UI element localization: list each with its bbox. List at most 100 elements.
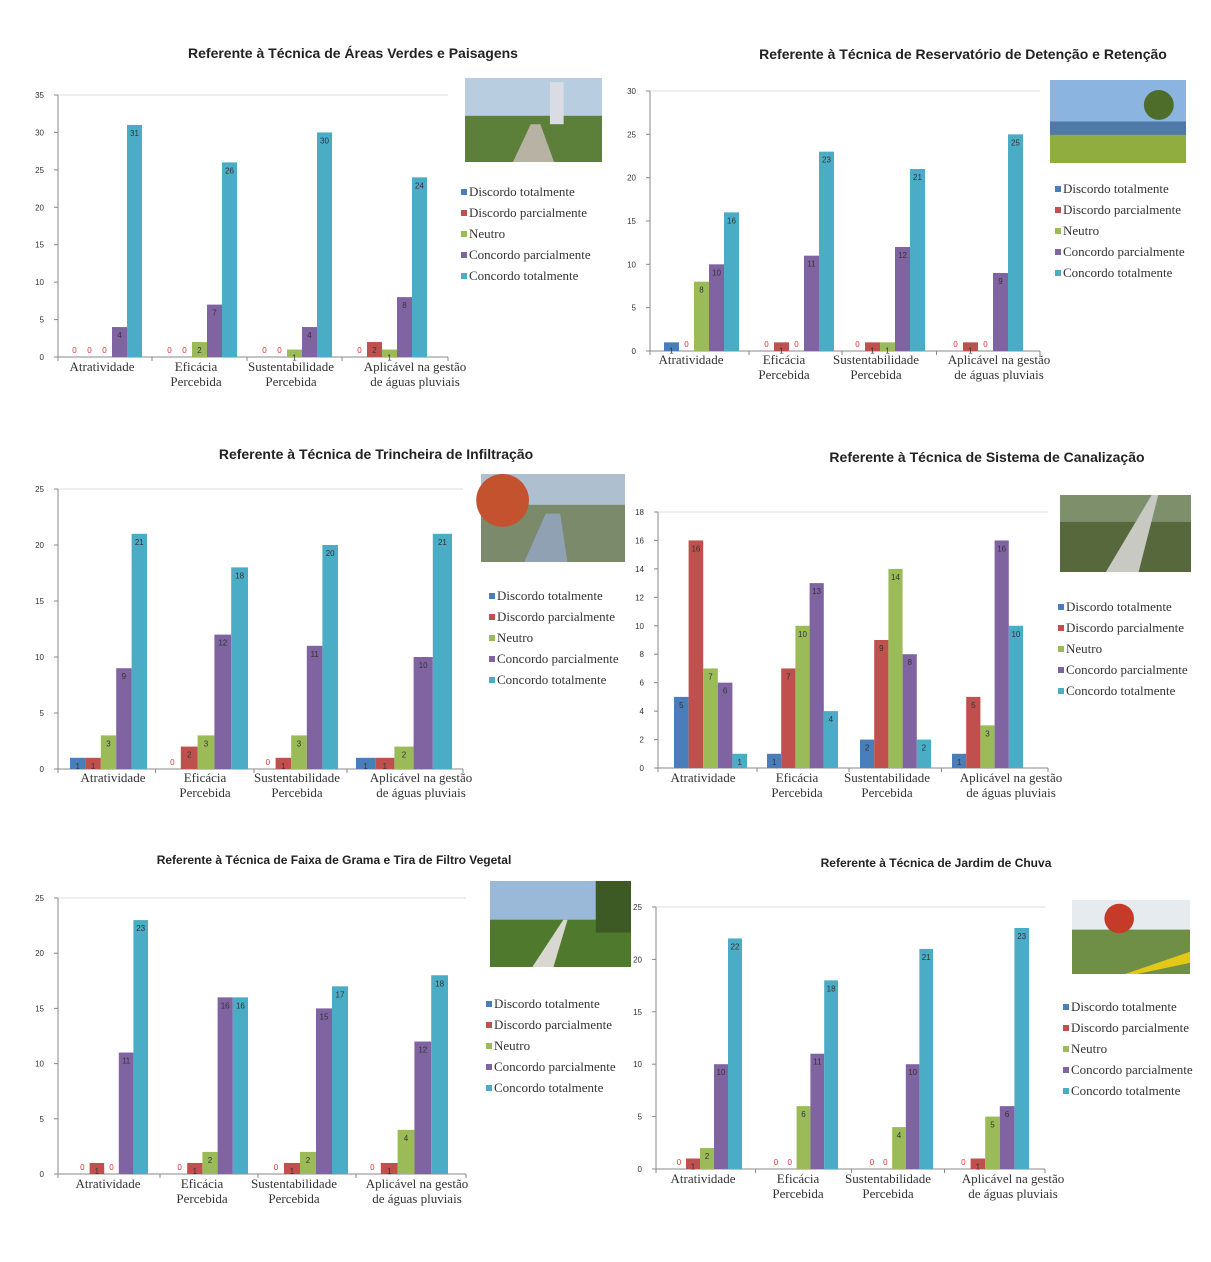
legend-label: Discordo totalmente [469, 184, 575, 199]
y-tick-label: 10 [635, 622, 644, 631]
legend-swatch [1058, 604, 1064, 610]
y-tick-label: 15 [35, 1004, 44, 1013]
legend-label: Neutro [1063, 223, 1099, 238]
data-label: 22 [731, 942, 740, 951]
data-label: 7 [786, 672, 791, 681]
bar [100, 735, 117, 769]
legend-label: Concordo totalmente [1071, 1083, 1181, 1098]
legend-label: Concordo totalmente [469, 268, 579, 283]
bar [380, 1162, 398, 1174]
category-label: Eficácia [184, 770, 227, 785]
data-label: 16 [727, 216, 736, 225]
y-tick-label: 10 [627, 260, 636, 269]
data-label: 23 [1017, 932, 1026, 941]
bar [306, 645, 323, 769]
data-label: 1 [290, 1167, 295, 1176]
data-label: 0 [357, 346, 362, 355]
bar [112, 327, 127, 357]
y-tick-label: 5 [638, 1113, 643, 1122]
legend-swatch [489, 635, 495, 641]
category-label: Eficácia [776, 770, 819, 785]
data-label: 1 [75, 762, 80, 771]
bar [70, 757, 86, 769]
data-label: 3 [106, 739, 111, 748]
data-label: 1 [383, 762, 388, 771]
bar [985, 1116, 1000, 1169]
bar [674, 696, 689, 768]
bar [133, 920, 148, 1174]
data-label: 3 [204, 739, 209, 748]
bar [717, 682, 733, 768]
data-label: 8 [402, 301, 407, 310]
data-label: 2 [865, 744, 870, 753]
category-label: Sustentabilidade [844, 770, 930, 785]
data-label: 8 [907, 658, 912, 667]
legend-label: Neutro [494, 1038, 530, 1053]
data-label: 12 [218, 639, 227, 648]
y-tick-label: 15 [627, 217, 636, 226]
data-label: 2 [187, 751, 192, 760]
y-tick-label: 25 [35, 166, 44, 175]
bar [966, 696, 981, 768]
bar [823, 711, 838, 768]
drainage-channel-photo [1060, 495, 1191, 572]
photo-trees [595, 881, 631, 933]
category-label: Atratividade [76, 1176, 141, 1191]
data-label: 11 [807, 260, 816, 269]
data-label: 2 [705, 1152, 710, 1161]
category-label: Atratividade [70, 359, 135, 374]
bar [332, 986, 348, 1174]
data-label: 9 [998, 277, 1003, 286]
data-label: 10 [712, 268, 721, 277]
rain-garden-photo [1072, 900, 1190, 974]
photo-autumn-tree [476, 474, 529, 527]
data-label: 4 [404, 1134, 409, 1143]
bar [874, 640, 889, 768]
data-label: 16 [997, 544, 1006, 553]
y-tick-label: 8 [640, 650, 645, 659]
data-label: 31 [130, 129, 139, 138]
bar [131, 533, 147, 769]
data-label: 0 [80, 1163, 85, 1172]
legend-swatch [461, 189, 467, 195]
legend-swatch [489, 677, 495, 683]
data-label: 30 [320, 136, 329, 145]
y-tick-label: 25 [633, 903, 642, 912]
bar [709, 264, 724, 351]
bar [774, 342, 789, 351]
category-label: Aplicável na gestão [366, 1176, 469, 1191]
chart-panel: Referente à Técnica de Jardim de Chuva 0 5… [633, 856, 1193, 1201]
bar [952, 753, 967, 768]
data-label: 11 [122, 1057, 131, 1066]
legend-label: Discordo totalmente [494, 996, 600, 1011]
data-label: 2 [402, 751, 407, 760]
legend-swatch [1063, 1004, 1069, 1010]
bar [317, 132, 332, 357]
data-label: 18 [235, 571, 244, 580]
chart-panel: Referente à Técnica de Sistema de Canali… [635, 449, 1191, 800]
data-label: 13 [812, 587, 821, 596]
bar [85, 757, 101, 769]
chart-title: Referente à Técnica de Áreas Verdes e Pa… [188, 45, 518, 61]
data-label: 23 [136, 924, 145, 933]
y-tick-label: 15 [35, 597, 44, 606]
category-label: Percebida [850, 367, 901, 382]
bar [895, 247, 910, 351]
data-label: 1 [885, 346, 890, 355]
legend-swatch [1063, 1088, 1069, 1094]
legend-label: Discordo totalmente [1066, 599, 1172, 614]
category-label: Atratividade [671, 770, 736, 785]
legend-label: Concordo totalmente [494, 1080, 604, 1095]
category-label: Sustentabilidade [254, 770, 340, 785]
y-tick-label: 5 [632, 304, 637, 313]
bar [300, 1151, 316, 1174]
data-label: 1 [193, 1167, 198, 1176]
y-tick-label: 25 [35, 894, 44, 903]
data-label: 6 [1005, 1110, 1010, 1119]
bar [724, 212, 739, 351]
bar [732, 753, 747, 768]
bar [994, 540, 1009, 768]
data-label: 0 [764, 340, 769, 349]
photo-tree [1143, 89, 1174, 120]
data-label: 0 [167, 346, 172, 355]
